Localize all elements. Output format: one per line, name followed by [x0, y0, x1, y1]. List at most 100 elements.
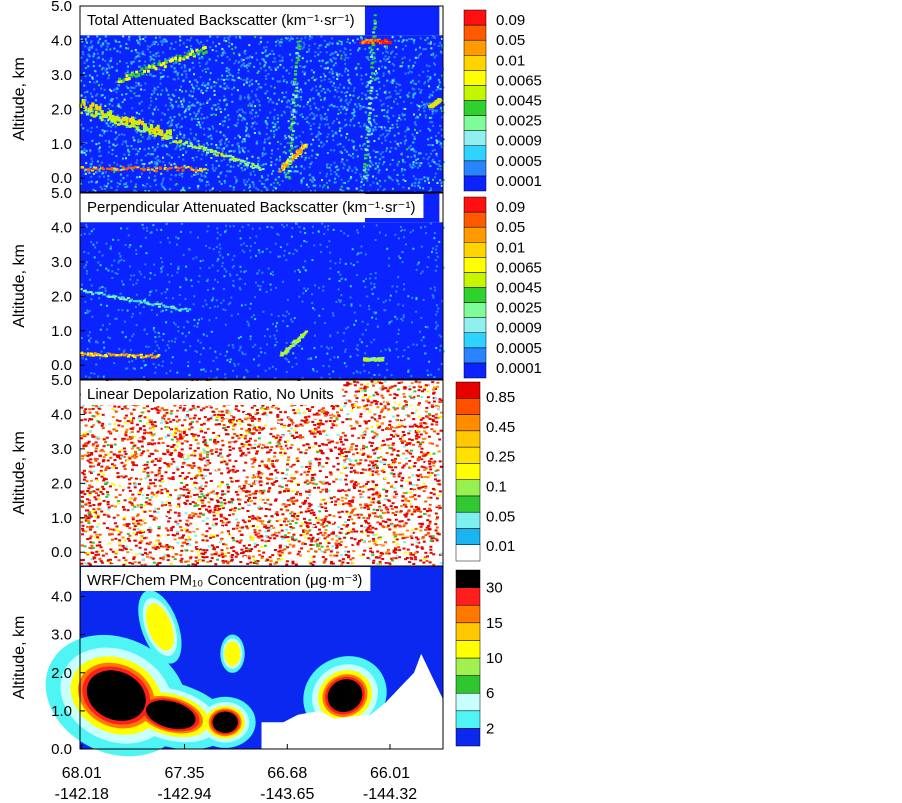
aerosol-pixel	[184, 307, 188, 310]
noise-pixel	[245, 79, 248, 82]
aerosol-pixel	[99, 115, 103, 118]
noise-pixel	[436, 255, 439, 258]
noise-pixel	[295, 136, 298, 139]
noise-pixel	[174, 148, 177, 151]
noise-pixel	[170, 42, 173, 45]
aerosol-pixel	[146, 128, 150, 132]
noise-pixel	[108, 322, 111, 325]
noise-pixel	[86, 272, 88, 275]
noise-pixel	[282, 80, 285, 83]
noise-pixel	[133, 92, 136, 95]
noise-pixel	[312, 368, 315, 370]
noise-pixel	[185, 90, 187, 93]
noise-pixel	[291, 59, 293, 62]
noise-pixel	[152, 224, 155, 227]
aerosol-pixel	[123, 354, 127, 357]
noise-pixel	[222, 87, 225, 90]
depol-pixel	[351, 500, 354, 503]
noise-pixel	[107, 178, 110, 181]
noise-pixel	[155, 184, 158, 186]
depol-pixel	[423, 466, 427, 469]
noise-pixel	[167, 97, 170, 100]
noise-pixel	[380, 104, 383, 107]
noise-pixel	[281, 100, 283, 103]
noise-pixel	[183, 136, 186, 139]
noise-pixel	[215, 376, 218, 379]
noise-pixel	[410, 102, 413, 105]
depol-pixel	[230, 433, 234, 436]
noise-pixel	[247, 178, 250, 181]
noise-pixel	[128, 246, 131, 249]
noise-pixel	[255, 122, 258, 125]
noise-pixel	[278, 167, 281, 170]
noise-pixel	[153, 87, 156, 90]
noise-pixel	[356, 38, 359, 41]
noise-pixel	[381, 128, 384, 131]
noise-pixel	[353, 41, 356, 44]
noise-pixel	[182, 99, 185, 102]
aerosol-pixel	[169, 166, 173, 169]
depol-pixel	[160, 475, 164, 478]
depol-pixel	[284, 505, 288, 508]
noise-pixel	[429, 42, 432, 45]
noise-pixel	[203, 133, 206, 136]
noise-pixel	[172, 78, 175, 81]
depol-pixel	[276, 415, 280, 418]
noise-pixel	[396, 164, 399, 167]
noise-pixel	[424, 114, 427, 117]
noise-pixel	[137, 138, 140, 141]
noise-pixel	[337, 96, 340, 99]
noise-pixel	[219, 131, 222, 134]
noise-pixel	[132, 312, 134, 315]
aerosol-pixel	[204, 50, 208, 54]
noise-pixel	[301, 66, 304, 69]
noise-pixel	[310, 143, 313, 146]
noise-pixel	[139, 38, 142, 41]
noise-pixel	[428, 190, 431, 193]
noise-pixel	[402, 174, 405, 176]
noise-pixel	[435, 139, 438, 142]
noise-pixel	[266, 90, 269, 93]
noise-pixel	[364, 286, 367, 289]
noise-pixel	[423, 82, 426, 85]
noise-pixel	[314, 51, 317, 54]
noise-pixel	[164, 291, 167, 294]
noise-pixel	[167, 237, 169, 240]
noise-pixel	[340, 299, 342, 302]
noise-pixel	[342, 51, 345, 54]
noise-pixel	[419, 46, 421, 49]
noise-pixel	[274, 178, 277, 181]
noise-pixel	[273, 133, 276, 136]
noise-pixel	[84, 75, 87, 78]
noise-pixel	[207, 183, 210, 186]
noise-pixel	[319, 243, 322, 246]
noise-pixel	[336, 331, 339, 334]
noise-pixel	[427, 127, 430, 130]
noise-pixel	[405, 243, 407, 246]
noise-pixel	[369, 122, 372, 125]
noise-pixel	[193, 295, 196, 298]
noise-pixel	[352, 264, 355, 267]
noise-pixel	[235, 179, 238, 182]
noise-pixel	[269, 111, 272, 114]
noise-pixel	[359, 173, 362, 176]
noise-pixel	[347, 38, 350, 41]
noise-pixel	[399, 96, 402, 99]
noise-pixel	[188, 186, 191, 189]
noise-pixel	[201, 57, 204, 60]
depol-pixel	[356, 452, 360, 455]
noise-pixel	[374, 74, 377, 76]
noise-pixel	[432, 124, 435, 127]
noise-pixel	[315, 106, 317, 109]
aerosol-pixel	[170, 305, 173, 308]
noise-pixel	[267, 100, 270, 103]
depol-pixel	[357, 481, 360, 483]
noise-pixel	[247, 150, 250, 153]
noise-pixel	[338, 121, 341, 124]
noise-pixel	[86, 41, 88, 44]
aerosol-pixel	[367, 107, 371, 109]
aerosol-pixel	[290, 141, 294, 144]
aerosol-pixel	[199, 169, 203, 172]
aerosol-pixel	[366, 39, 370, 41]
noise-pixel	[330, 37, 333, 40]
